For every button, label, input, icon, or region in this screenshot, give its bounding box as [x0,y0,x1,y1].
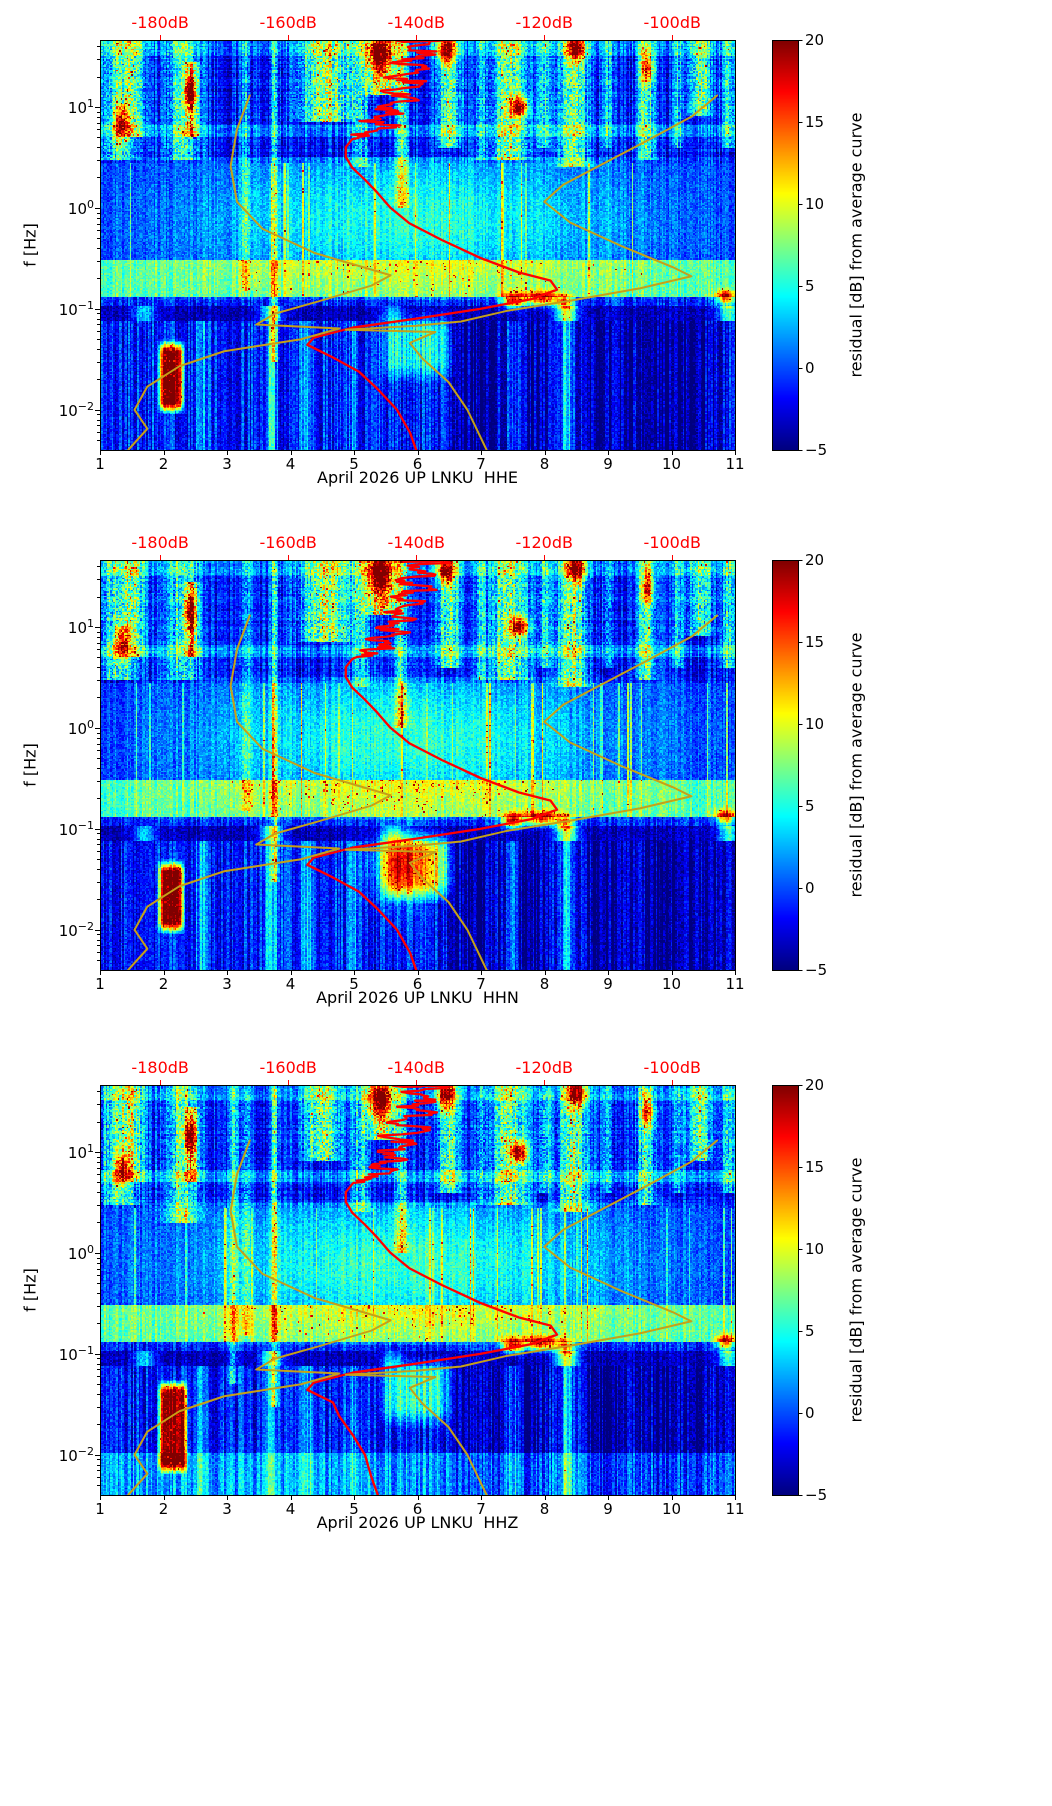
x-axis-tick-label: 11 [725,1500,745,1518]
y-axis-tick-label: 10−1 [58,818,94,839]
x-axis-tick-label: 11 [725,455,745,473]
colorbar-label: residual [dB] from average curve [846,632,866,898]
colorbar-gradient [772,1085,798,1495]
x-axis-tick-label: 4 [285,455,296,473]
top-axis-tick-label: -160dB [259,533,317,552]
x-axis-tick-label: 7 [476,975,486,993]
x-axis-tick-label: 6 [412,1500,423,1518]
spectrogram-panel-hhz: f [Hz] April 2026 UP LNKU HHZ residual [… [0,1045,1052,1565]
x-axis-tick-label: 4 [285,1500,296,1518]
top-axis-tick-label: -100dB [643,533,701,552]
spectrogram-heatmap [100,560,735,970]
top-axis-tick-label: -180dB [131,533,189,552]
colorbar-tick-label: 0 [805,359,815,377]
top-axis-tick-label: -140dB [387,533,445,552]
x-axis-tick-label: 5 [349,455,359,473]
colorbar-tick-label: 0 [805,879,815,897]
x-axis-tick-label: 11 [725,975,745,993]
x-axis-tick-label: 10 [661,975,682,993]
y-axis-label: f [Hz] [20,223,40,267]
top-axis-tick-label: -120dB [515,533,573,552]
top-axis-tick-label: -140dB [387,13,445,32]
x-axis-tick-label: 5 [349,975,359,993]
y-axis-tick-label: 10−2 [58,919,94,940]
x-axis-tick-label: 9 [603,1500,613,1518]
spectrogram-panel-hhe: f [Hz] April 2026 UP LNKU HHE residual [… [0,0,1052,520]
y-axis-label: f [Hz] [20,743,40,787]
y-axis-tick-label: 101 [67,1141,94,1162]
top-axis-tick-label: -180dB [131,13,189,32]
top-axis-tick-label: -140dB [387,1058,445,1077]
y-axis-tick-label: 101 [67,616,94,637]
y-axis-tick-label: 10−2 [58,399,94,420]
x-axis-label: April 2026 UP LNKU HHZ [316,1513,519,1532]
spectrogram-heatmap [100,1085,735,1495]
colorbar-gradient [772,560,798,970]
colorbar-tick-label: 5 [805,277,815,295]
top-axis-tick-label: -160dB [259,1058,317,1077]
colorbar-tick-label: 15 [805,633,825,651]
top-axis-tick-label: -120dB [515,13,573,32]
colorbar-tick-label: 20 [805,1076,825,1094]
y-axis-tick-label: 10−1 [58,1343,94,1364]
colorbar-tick-label: 5 [805,1322,815,1340]
colorbar-label: residual [dB] from average curve [846,1157,866,1423]
x-axis-tick-label: 9 [603,455,613,473]
x-axis-tick-label: 10 [661,1500,682,1518]
colorbar-tick-label: 15 [805,113,825,131]
y-axis-tick-label: 100 [67,197,94,218]
y-axis-label: f [Hz] [20,1268,40,1312]
x-axis-tick-label: 1 [95,1500,105,1518]
x-axis-tick-label: 2 [158,1500,169,1518]
colorbar-tick-label: 20 [805,31,825,49]
colorbar-tick-label: 10 [805,1240,825,1258]
top-axis-tick-label: -120dB [515,1058,573,1077]
x-axis-tick-label: 3 [222,975,232,993]
colorbar-gradient [772,40,798,450]
x-axis-tick-label: 8 [539,1500,550,1518]
colorbar-tick-label: 5 [805,797,815,815]
y-axis-tick-label: 100 [67,717,94,738]
x-axis-tick-label: 1 [95,455,105,473]
x-axis-tick-label: 2 [158,975,169,993]
x-axis-tick-label: 6 [412,455,423,473]
colorbar-label: residual [dB] from average curve [846,112,866,378]
x-axis-tick-label: 10 [661,455,682,473]
top-axis-tick-label: -160dB [259,13,317,32]
x-axis-tick-label: 7 [476,1500,486,1518]
x-axis-tick-label: 1 [95,975,105,993]
y-axis-tick-label: 10−2 [58,1444,94,1465]
x-axis-tick-label: 8 [539,975,550,993]
x-axis-tick-label: 2 [158,455,169,473]
colorbar-tick-label: 0 [805,1404,815,1422]
x-axis-tick-label: 3 [222,1500,232,1518]
colorbar-tick-label: 20 [805,551,825,569]
top-axis-tick-label: -100dB [643,1058,701,1077]
x-axis-tick-label: 6 [412,975,423,993]
x-axis-label: April 2026 UP LNKU HHE [317,468,518,487]
spectrogram-heatmap [100,40,735,450]
spectrogram-panel-hhn: f [Hz] April 2026 UP LNKU HHN residual [… [0,520,1052,1040]
x-axis-tick-label: 5 [349,1500,359,1518]
x-axis-tick-label: 4 [285,975,296,993]
colorbar-tick-label: 15 [805,1158,825,1176]
x-axis-tick-label: 8 [539,455,550,473]
colorbar-tick-label: −5 [805,1486,828,1504]
y-axis-tick-label: 100 [67,1242,94,1263]
y-axis-tick-label: 101 [67,96,94,117]
x-axis-tick-label: 9 [603,975,613,993]
colorbar-tick-label: −5 [805,961,828,979]
top-axis-tick-label: -100dB [643,13,701,32]
x-axis-label: April 2026 UP LNKU HHN [316,988,519,1007]
colorbar-tick-label: 10 [805,195,825,213]
y-axis-tick-label: 10−1 [58,298,94,319]
x-axis-tick-label: 3 [222,455,232,473]
x-axis-tick-label: 7 [476,455,486,473]
colorbar-tick-label: 10 [805,715,825,733]
colorbar-tick-label: −5 [805,441,828,459]
top-axis-tick-label: -180dB [131,1058,189,1077]
